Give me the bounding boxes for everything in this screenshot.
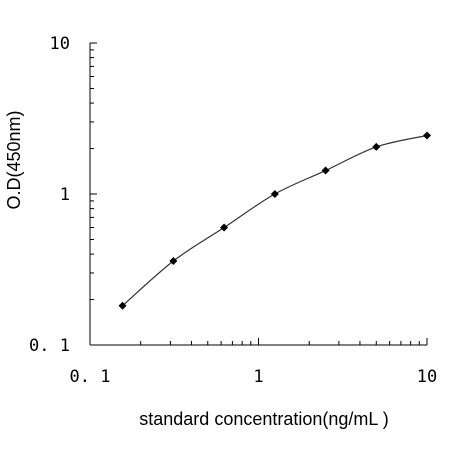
data-point bbox=[321, 166, 330, 175]
y-tick-label: 1 bbox=[60, 185, 70, 205]
series-line bbox=[122, 134, 428, 307]
y-axis-label: O.D(450nm) bbox=[4, 110, 24, 209]
x-axis-label: standard concentration(ng/mL ) bbox=[139, 409, 388, 429]
axes: 10 1 0. 1 0. 1 1 10 bbox=[29, 34, 437, 387]
y-tick-label: 0. 1 bbox=[29, 336, 70, 356]
x-tick-label: 0. 1 bbox=[70, 367, 111, 387]
y-axis-ticks: 10 1 0. 1 bbox=[29, 34, 97, 356]
y-tick-label: 10 bbox=[50, 34, 70, 54]
data-point bbox=[372, 142, 381, 151]
data-point bbox=[423, 131, 431, 140]
data-point bbox=[118, 301, 127, 310]
x-tick-label: 10 bbox=[417, 367, 437, 387]
data-point bbox=[270, 190, 279, 198]
series-layer bbox=[118, 131, 431, 310]
data-point bbox=[220, 223, 229, 232]
x-tick-label: 1 bbox=[253, 367, 263, 387]
x-axis-ticks: 0. 1 1 10 bbox=[70, 338, 437, 387]
data-point bbox=[169, 256, 178, 265]
